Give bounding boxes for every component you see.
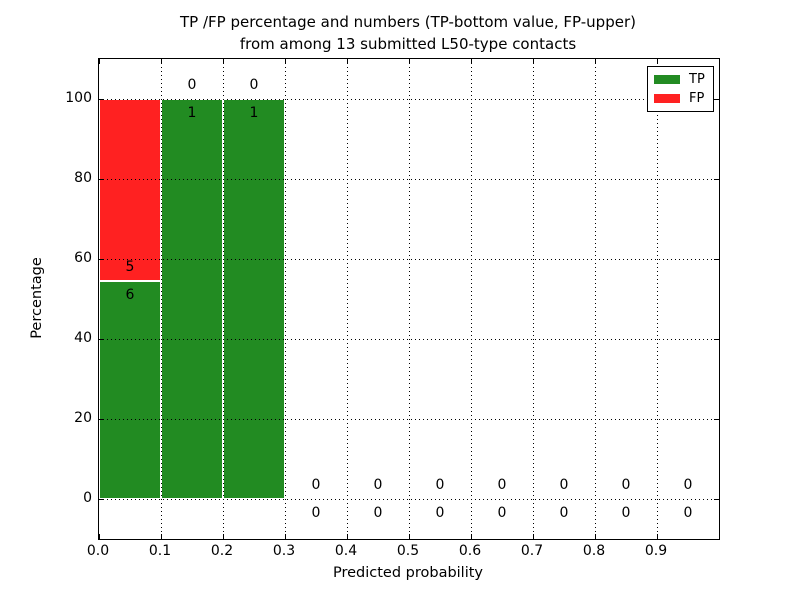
bar-segment-tp [223,99,285,499]
tp-count-label: 0 [311,505,321,521]
y-axis-label: Percentage [29,257,45,339]
legend-label-fp: FP [689,90,705,106]
axis-tick [595,534,596,539]
tp-count-label: 0 [435,505,445,521]
chart-title-line1: TP /FP percentage and numbers (TP-bottom… [180,13,636,31]
axis-tick [533,59,534,64]
fp-swatch-icon [654,93,680,103]
x-tick-label: 0.6 [458,543,482,559]
legend-row-tp: TP [654,72,707,87]
axis-tick [99,259,104,260]
axis-tick [99,339,104,340]
axis-tick [409,59,410,64]
axis-tick [347,534,348,539]
axis-tick [714,339,719,340]
gridline-vertical [409,59,410,539]
axis-tick [471,59,472,64]
tp-count-label: 1 [187,105,197,121]
axis-tick [285,59,286,64]
gridline-vertical [285,59,286,539]
tp-count-label: 0 [373,505,383,521]
y-tick-label: 0 [83,490,92,506]
x-tick-label: 0.8 [582,543,606,559]
axis-tick [99,59,100,64]
axis-tick [471,534,472,539]
axis-tick [409,534,410,539]
axis-tick [714,499,719,500]
x-tick-label: 0.9 [644,543,668,559]
axis-tick [347,59,348,64]
axis-tick [223,534,224,539]
axis-tick [657,59,658,64]
y-tick-label: 60 [74,250,92,266]
plot-area: 5 6 0 1 0 1 0 0 0 0 0 0 0 0 0 0 0 0 0 0 [98,58,720,540]
gridline-vertical [471,59,472,539]
axis-tick [714,179,719,180]
fp-count-label: 0 [559,477,569,493]
tp-count-label: 0 [497,505,507,521]
tp-count-label: 0 [559,505,569,521]
tp-count-label: 0 [683,505,693,521]
fp-count-label: 0 [311,477,321,493]
x-tick-label: 0.4 [334,543,358,559]
chart-title: TP /FP percentage and numbers (TP-bottom… [98,11,718,55]
tp-swatch-icon [654,75,680,85]
fp-count-label: 0 [683,477,693,493]
axis-tick [223,59,224,64]
chart-title-line2: from among 13 submitted L50-type contact… [239,35,577,53]
gridline-vertical [533,59,534,539]
fp-count-label: 0 [187,77,197,93]
gridline-vertical [161,59,162,539]
axis-tick [99,499,104,500]
x-tick-label: 0.0 [86,543,110,559]
axis-tick [99,534,100,539]
axis-tick [714,419,719,420]
legend-row-fp: FP [654,91,707,106]
axis-tick [595,59,596,64]
axis-tick [657,534,658,539]
gridline-vertical [657,59,658,539]
tp-count-label: 6 [125,286,135,303]
bar-segment-tp [99,280,161,499]
axis-tick [714,259,719,260]
legend-label-tp: TP [689,72,705,88]
x-tick-label: 0.5 [396,543,420,559]
x-tick-label: 0.1 [148,543,172,559]
fp-count-label: 0 [249,77,259,93]
y-tick-label: 40 [74,330,92,346]
fp-count-label: 0 [435,477,445,493]
axis-tick [285,534,286,539]
fp-count-label: 5 [125,258,135,275]
gridline-vertical [595,59,596,539]
fp-count-label: 0 [621,477,631,493]
y-tick-label: 100 [65,90,92,106]
legend: TP FP [647,66,714,112]
x-axis-label: Predicted probability [332,565,484,581]
y-tick-label: 80 [74,170,92,186]
axis-tick [99,99,104,100]
x-tick-label: 0.2 [210,543,234,559]
axis-tick [533,534,534,539]
gridline-vertical [347,59,348,539]
x-tick-label: 0.3 [272,543,296,559]
axis-tick [714,99,719,100]
axis-tick [99,419,104,420]
x-tick-label: 0.7 [520,543,544,559]
axis-tick [161,534,162,539]
tp-count-label: 0 [621,505,631,521]
bar-segment-tp [161,99,223,499]
axis-tick [161,59,162,64]
fp-count-label: 0 [497,477,507,493]
tp-count-label: 1 [249,105,259,121]
y-tick-label: 20 [74,410,92,426]
fp-count-label: 0 [373,477,383,493]
bar-segment-fp [99,99,161,281]
axis-tick [99,179,104,180]
gridline-vertical [223,59,224,539]
